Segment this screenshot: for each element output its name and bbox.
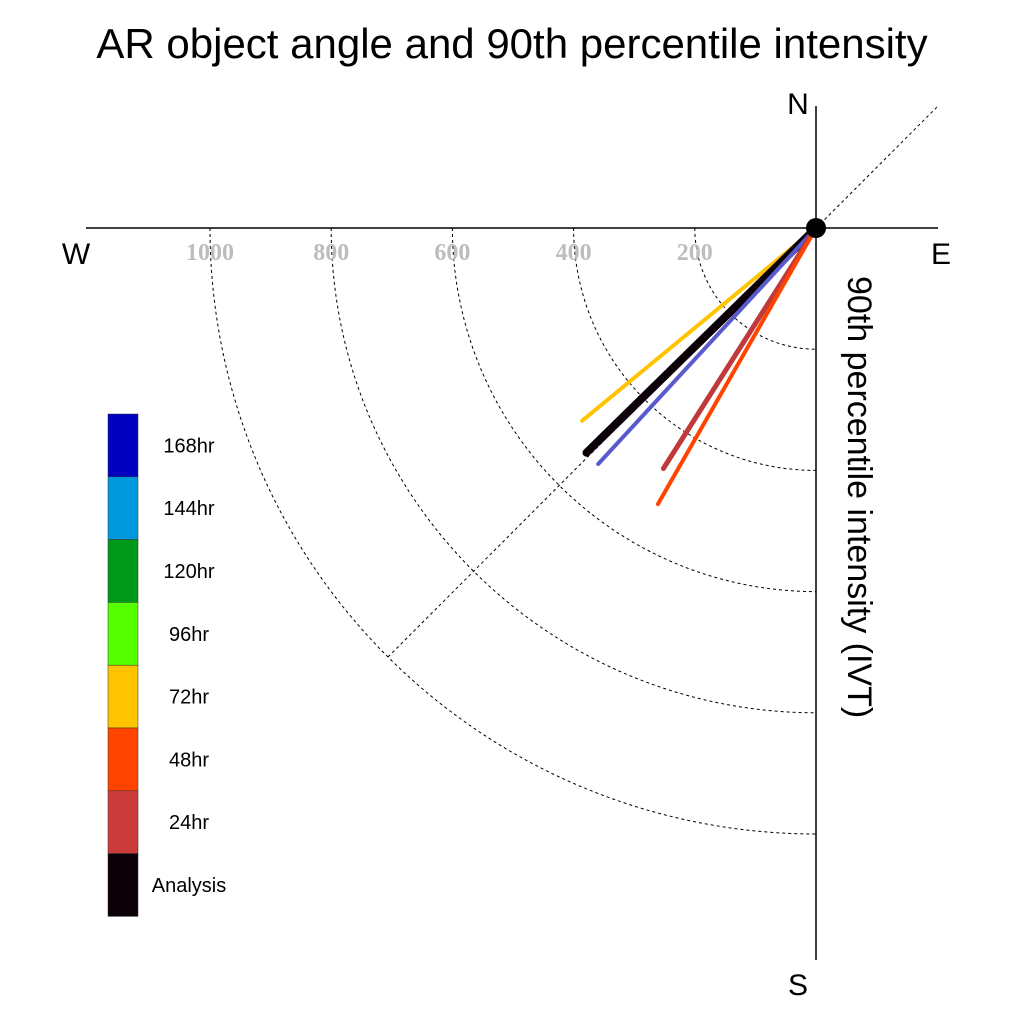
legend-swatch-120hr [107, 539, 139, 603]
legend-swatch-analysis [107, 853, 139, 917]
legend-swatch-24hr [107, 790, 139, 854]
ring-400 [573, 227, 817, 471]
legend-label-analysis: Analysis [152, 875, 226, 897]
chart-title: AR object angle and 90th percentile inte… [96, 20, 927, 67]
legend-label-120hr: 120hr [163, 561, 214, 583]
origin-dot [806, 218, 826, 238]
vector-48hr [655, 226, 818, 507]
vector-analysis [582, 224, 820, 457]
legend-swatch-96hr [107, 602, 139, 666]
tick-label-400: 400 [556, 240, 592, 266]
compass-east: E [931, 238, 951, 271]
legend: 168hr 144hr 120hr 96hr 72hr 48hr 24hr Analysis [107, 413, 226, 917]
legend-label-24hr: 24hr [169, 812, 209, 834]
compass-north: N [787, 88, 809, 121]
compass-south: S [788, 969, 808, 1002]
tick-label-1000: 1000 [186, 240, 234, 266]
legend-swatch-168hr [107, 413, 139, 478]
compass-west: W [62, 238, 91, 271]
ring-200 [694, 227, 817, 350]
ring-600 [451, 227, 817, 593]
tick-label-600: 600 [434, 240, 470, 266]
tick-label-200: 200 [677, 240, 713, 266]
ring-1000 [209, 227, 817, 835]
legend-swatch-72hr [107, 664, 139, 729]
legend-swatch-144hr [107, 476, 139, 540]
legend-swatch-48hr [107, 727, 139, 792]
y-axis-label: 90th percentile intensity (IVT) [840, 276, 878, 718]
vector-72hr [580, 226, 818, 423]
vector-lines [580, 224, 820, 507]
tick-label-800: 800 [313, 240, 349, 266]
legend-label-168hr: 168hr [163, 435, 214, 457]
radial-rings [209, 227, 817, 835]
legend-label-72hr: 72hr [169, 687, 209, 709]
radial-tick-labels: 200 400 600 800 1000 [186, 240, 713, 266]
vector-168hr [596, 226, 818, 466]
vector-24hr [660, 225, 819, 471]
legend-label-96hr: 96hr [169, 624, 209, 646]
ring-800 [330, 227, 817, 714]
legend-label-48hr: 48hr [169, 749, 209, 771]
diagonal-guide [387, 105, 939, 658]
legend-label-144hr: 144hr [163, 498, 214, 520]
